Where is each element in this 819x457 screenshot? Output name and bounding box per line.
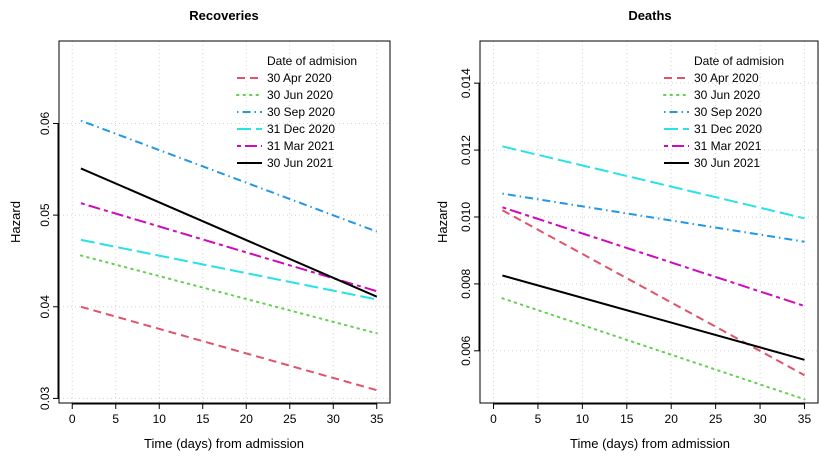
recoveries-y-tick-label: 0.05 bbox=[38, 203, 52, 227]
deaths-x-tick-label: 35 bbox=[798, 412, 812, 426]
deaths-y-tick-label: 0.010 bbox=[459, 202, 473, 232]
recoveries-series-line-4 bbox=[80, 238, 377, 301]
recoveries-title: Recoveries bbox=[189, 8, 258, 23]
recoveries-series-line-2 bbox=[79, 254, 378, 335]
recoveries-x-tick-label: 30 bbox=[327, 412, 341, 426]
recoveries-series-line-1 bbox=[80, 305, 378, 392]
deaths-series-line-4 bbox=[502, 145, 805, 220]
deaths-series-line-6 bbox=[502, 274, 805, 361]
deaths-y-axis-label: Hazard bbox=[435, 201, 450, 243]
deaths-x-tick-label: 15 bbox=[620, 412, 634, 426]
recoveries-legend-label: 30 Sep 2020 bbox=[267, 105, 335, 119]
recoveries-panel: Recoveries 0 5 10 15 20 25 30 35 0.03 0.04 0.05 0.… bbox=[8, 8, 391, 451]
deaths-x-tick-label: 25 bbox=[709, 412, 723, 426]
recoveries-x-tick-label: 10 bbox=[153, 412, 167, 426]
deaths-x-tick-label: 20 bbox=[665, 412, 679, 426]
deaths-title: Deaths bbox=[628, 8, 671, 23]
recoveries-y-tick-label: 0.04 bbox=[38, 295, 52, 319]
deaths-series-line-5 bbox=[502, 206, 805, 307]
recoveries-x-tick-label: 25 bbox=[283, 412, 297, 426]
recoveries-x-tick-label: 15 bbox=[196, 412, 210, 426]
deaths-x-axis-label: Time (days) from admission bbox=[570, 436, 730, 451]
recoveries-y-axis-label: Hazard bbox=[8, 201, 23, 243]
deaths-legend: Date of admision 30 Apr 2020 30 Jun 2020 30… bbox=[663, 54, 784, 170]
recoveries-x-tick-label: 20 bbox=[240, 412, 254, 426]
recoveries-series-line-3 bbox=[80, 119, 378, 233]
recoveries-legend-label: 30 Apr 2020 bbox=[267, 71, 332, 85]
deaths-x-tick-label: 10 bbox=[576, 412, 590, 426]
deaths-legend-title: Date of admision bbox=[694, 54, 784, 68]
deaths-series-line-3 bbox=[502, 192, 805, 243]
deaths-y-tick-label: 0.006 bbox=[459, 335, 473, 365]
recoveries-x-tick-label: 0 bbox=[69, 412, 76, 426]
recoveries-x-tick-label: 5 bbox=[112, 412, 119, 426]
deaths-legend-label: 30 Apr 2020 bbox=[694, 71, 759, 85]
recoveries-legend-label: 30 Jun 2021 bbox=[267, 156, 333, 170]
deaths-x-tick-label: 0 bbox=[490, 412, 497, 426]
recoveries-plot-frame bbox=[58, 40, 391, 404]
recoveries-legend-title: Date of admision bbox=[267, 54, 357, 68]
deaths-legend-label: 31 Mar 2021 bbox=[694, 139, 762, 153]
recoveries-series-line-6 bbox=[80, 167, 378, 298]
deaths-x-tick-label: 5 bbox=[535, 412, 542, 426]
deaths-legend-label: 30 Jun 2020 bbox=[694, 88, 760, 102]
deaths-y-tick-label: 0.008 bbox=[459, 269, 473, 299]
recoveries-y-tick-label: 0.03 bbox=[38, 386, 52, 410]
recoveries-legend-label: 30 Jun 2020 bbox=[267, 88, 333, 102]
deaths-legend-label: 31 Dec 2020 bbox=[694, 122, 762, 136]
deaths-panel: Deaths 0 5 10 15 20 25 30 35 0.006 0.008 0.010 0.0… bbox=[435, 8, 819, 451]
deaths-y-tick-label: 0.014 bbox=[459, 68, 473, 98]
recoveries-legend-label: 31 Dec 2020 bbox=[267, 122, 335, 136]
deaths-legend-label: 30 Jun 2021 bbox=[694, 156, 760, 170]
deaths-legend-label: 30 Sep 2020 bbox=[694, 105, 762, 119]
deaths-y-tick-label: 0.012 bbox=[459, 135, 473, 165]
deaths-series-line-1 bbox=[501, 209, 805, 377]
deaths-plot-frame bbox=[479, 40, 819, 404]
recoveries-legend-label: 31 Mar 2021 bbox=[267, 139, 335, 153]
recoveries-legend: Date of admision 30 Apr 2020 30 Jun 2020 30… bbox=[236, 54, 357, 170]
recoveries-x-axis-label: Time (days) from admission bbox=[144, 436, 304, 451]
recoveries-series-line-5 bbox=[80, 202, 378, 293]
recoveries-x-tick-label: 35 bbox=[370, 412, 384, 426]
recoveries-y-tick-label: 0.06 bbox=[38, 111, 52, 135]
deaths-series-line-2 bbox=[501, 297, 806, 401]
deaths-x-tick-label: 30 bbox=[753, 412, 767, 426]
